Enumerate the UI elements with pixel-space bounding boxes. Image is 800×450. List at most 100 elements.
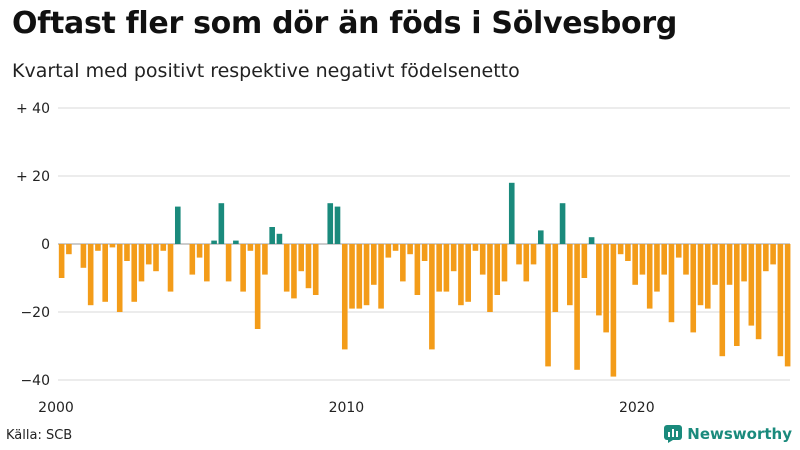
bar <box>58 244 65 278</box>
bar <box>755 244 762 340</box>
bar <box>371 244 377 285</box>
bar <box>683 244 689 275</box>
bar <box>400 244 406 282</box>
bar <box>95 244 101 251</box>
bar <box>225 244 232 282</box>
bar <box>458 244 464 306</box>
bar <box>617 244 624 255</box>
bar <box>596 244 602 316</box>
chart-subtitle: Kvartal med positivt respektive negativt… <box>12 60 520 82</box>
bar <box>494 244 501 295</box>
bar <box>588 237 595 244</box>
bar <box>734 244 740 346</box>
y-tick-label: −40 <box>20 373 50 389</box>
bar <box>704 244 711 309</box>
chart-title: Oftast fler som dör än föds i Sölvesborg <box>12 6 678 41</box>
bar <box>298 244 305 272</box>
bar <box>131 244 138 302</box>
bar <box>196 244 203 258</box>
y-tick-label: + 40 <box>16 101 50 117</box>
bar <box>87 244 94 306</box>
bar <box>508 182 515 244</box>
bar <box>537 230 544 244</box>
bar <box>66 244 72 255</box>
y-tick-label: −20 <box>20 305 50 321</box>
bar <box>269 227 275 244</box>
source-note: Källa: SCB <box>6 428 73 443</box>
bar <box>414 244 421 295</box>
bar <box>675 244 682 258</box>
bar <box>421 244 428 261</box>
bar <box>160 244 167 251</box>
bar <box>247 244 254 251</box>
bar <box>327 203 334 244</box>
bar <box>254 244 261 329</box>
bar <box>204 244 210 282</box>
bar <box>240 244 246 292</box>
bar <box>262 244 268 275</box>
brand: Newsworthy <box>664 425 792 443</box>
bar <box>116 244 123 312</box>
bar <box>763 244 769 272</box>
bar <box>378 244 384 309</box>
y-tick-label: 0 <box>41 237 50 253</box>
bars <box>58 182 791 377</box>
bar <box>654 244 660 292</box>
bar <box>334 206 341 244</box>
y-axis: + 40 + 20 0 −20 −40 <box>16 101 50 389</box>
bar <box>523 244 530 282</box>
bar <box>429 244 435 350</box>
bar <box>138 244 145 282</box>
bar <box>291 244 297 299</box>
bar <box>218 203 225 244</box>
bar <box>385 244 392 258</box>
bar <box>211 240 217 244</box>
bar <box>349 244 355 309</box>
bar <box>661 244 668 275</box>
bar <box>567 244 573 306</box>
bar <box>632 244 638 285</box>
bar <box>784 244 791 367</box>
bar <box>450 244 457 272</box>
bar <box>276 233 283 244</box>
bar <box>516 244 522 265</box>
bar <box>690 244 697 333</box>
bar <box>305 244 312 289</box>
bar <box>741 244 747 282</box>
bar <box>283 244 290 292</box>
bar <box>646 244 653 309</box>
brand-name: Newsworthy <box>687 425 792 443</box>
bar <box>312 244 319 295</box>
x-tick-label: 2010 <box>329 400 365 416</box>
bar <box>392 244 399 251</box>
y-tick-label: + 20 <box>16 169 50 185</box>
bar <box>603 244 609 333</box>
bar <box>697 244 704 306</box>
bar <box>777 244 784 357</box>
bar <box>501 244 508 282</box>
bar <box>479 244 486 275</box>
bar <box>341 244 348 350</box>
bar <box>559 203 566 244</box>
bar <box>726 244 733 285</box>
bar <box>574 244 580 370</box>
bar <box>174 206 181 244</box>
bar <box>545 244 551 367</box>
bar <box>581 244 588 278</box>
bar <box>552 244 559 312</box>
bar <box>472 244 479 251</box>
bar <box>443 244 450 292</box>
x-tick-label: 2000 <box>38 400 74 416</box>
bar <box>356 244 363 309</box>
x-tick-label: 2020 <box>619 400 655 416</box>
bar <box>530 244 537 265</box>
bar <box>167 244 174 292</box>
bar <box>719 244 726 357</box>
bar <box>748 244 755 326</box>
gridlines <box>58 107 790 381</box>
bar <box>465 244 471 302</box>
bar <box>80 244 87 268</box>
bar <box>436 244 442 292</box>
bar <box>102 244 108 302</box>
bar <box>145 244 152 265</box>
